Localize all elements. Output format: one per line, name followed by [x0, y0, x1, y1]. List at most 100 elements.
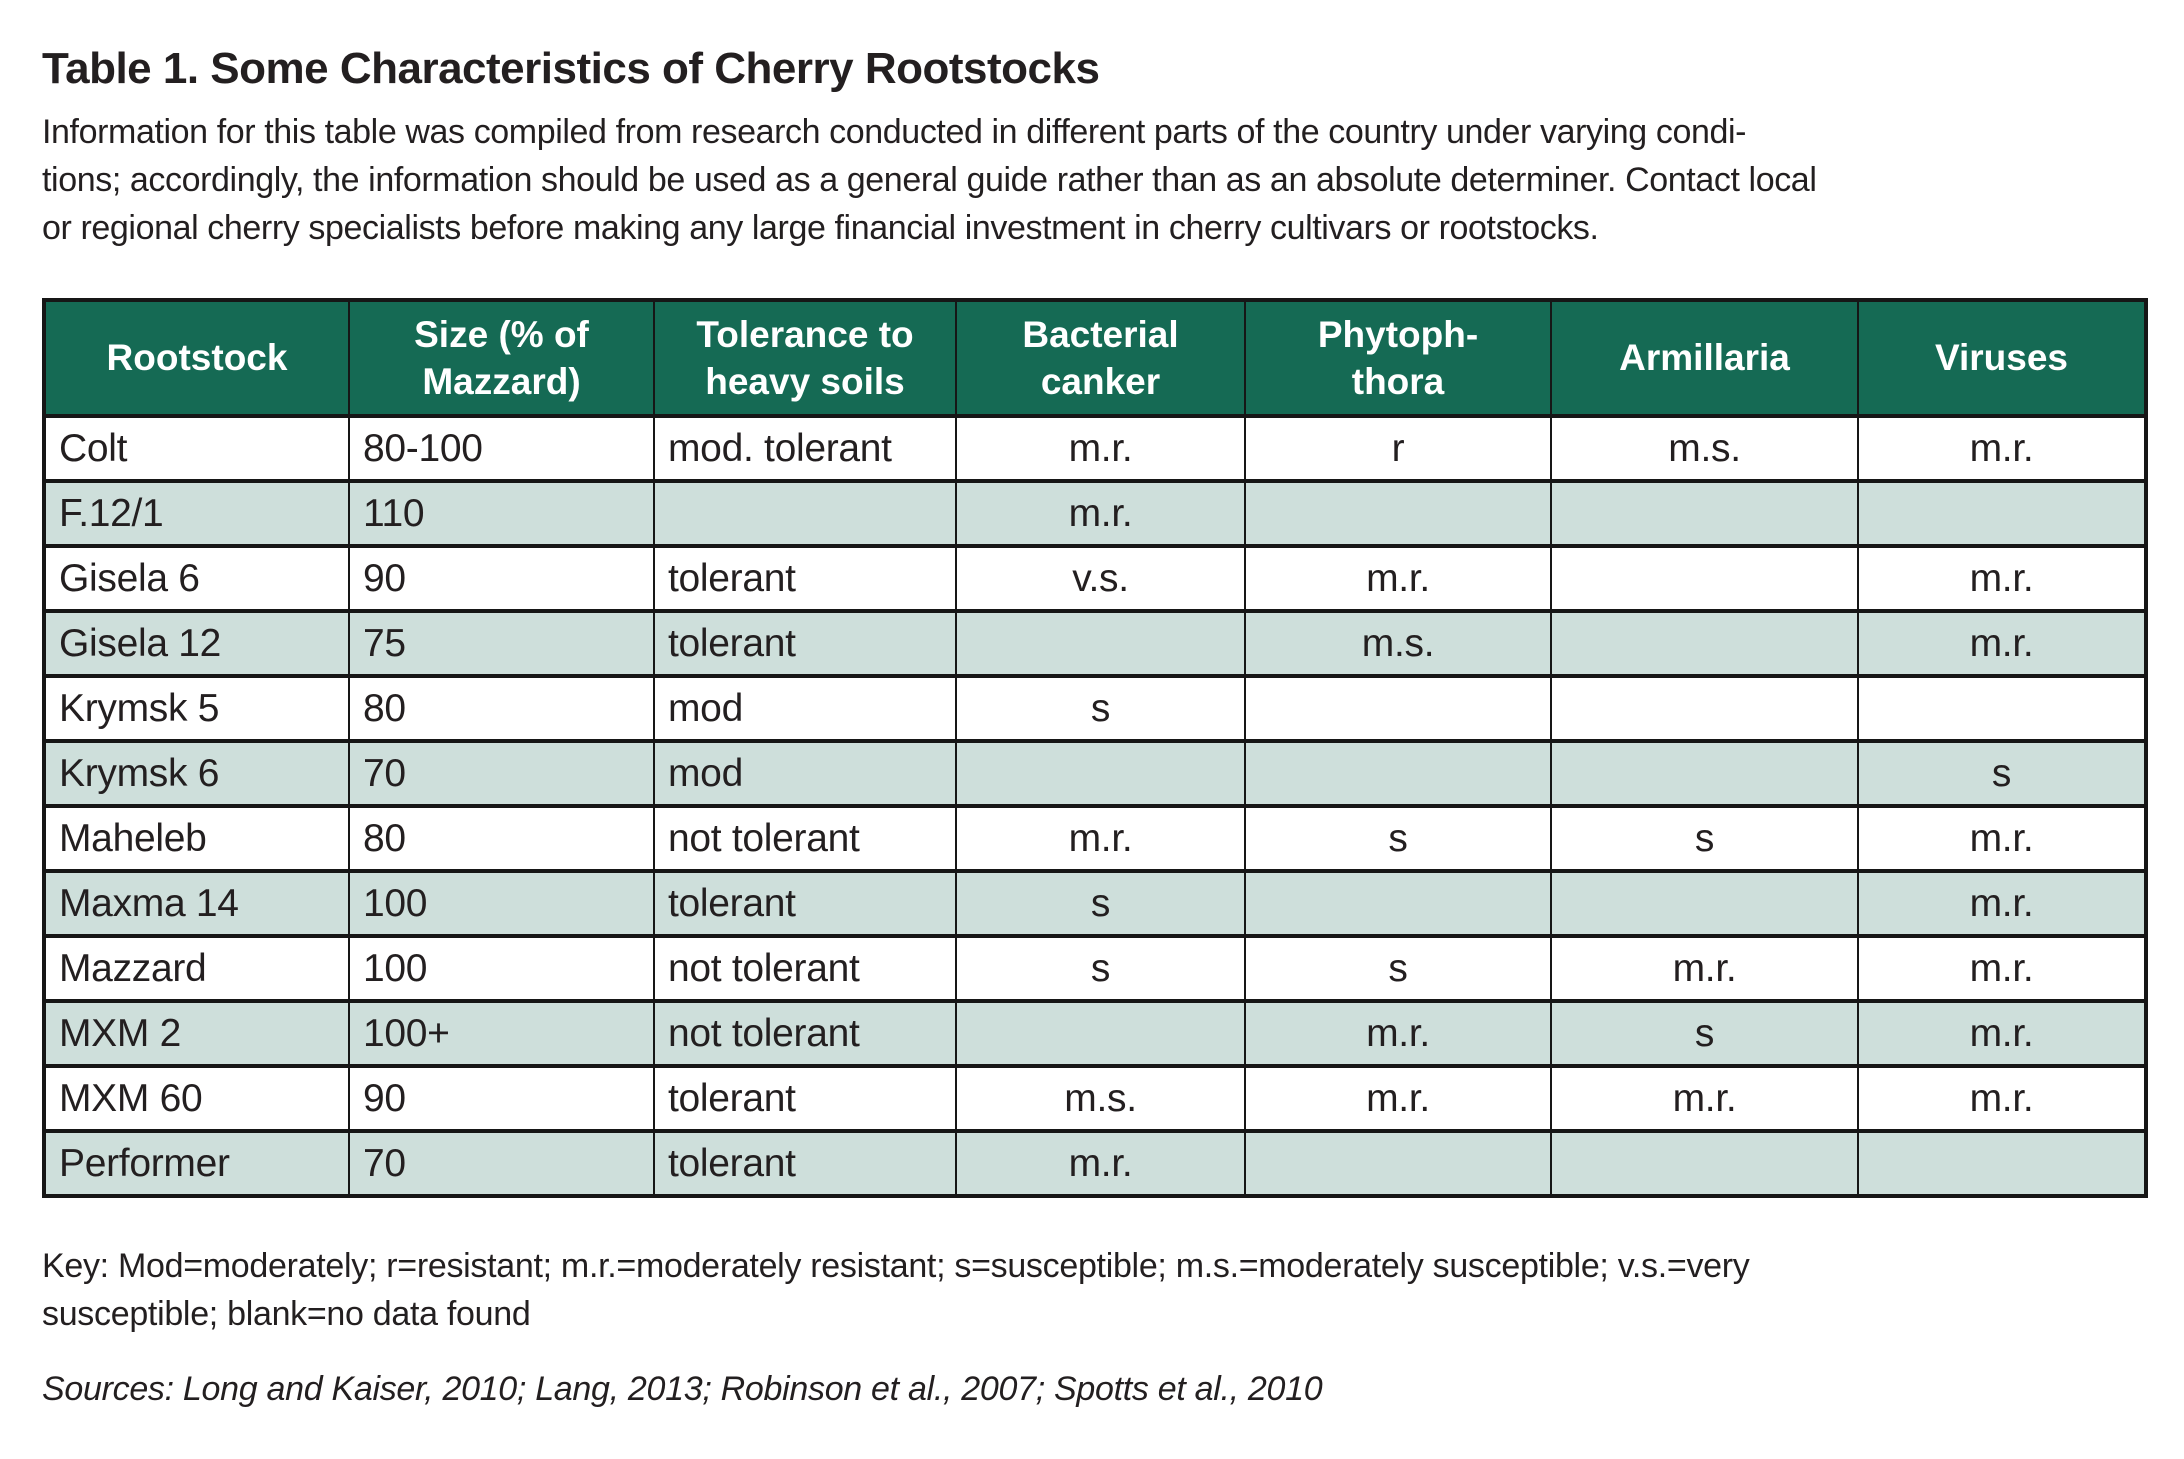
- value-cell: m.r.: [955, 479, 1246, 548]
- value-cell: m.s.: [1244, 609, 1552, 678]
- value-cell: [1550, 479, 1859, 548]
- value-cell: v.s.: [955, 544, 1246, 613]
- value-cell: s: [955, 869, 1246, 938]
- value-cell: m.r.: [1857, 544, 2147, 613]
- column-header: Bacterial canker: [955, 298, 1246, 418]
- value-cell: 70: [348, 739, 655, 808]
- rootstock-cell: Gisela 12: [43, 609, 350, 678]
- value-cell: m.r.: [1857, 869, 2147, 938]
- table-row: F.12/1 110 m.r.: [43, 479, 2147, 548]
- value-cell: m.r.: [1857, 804, 2147, 873]
- rootstock-cell: MXM 60: [43, 1064, 350, 1133]
- value-cell: 100: [348, 869, 655, 938]
- value-cell: not tolerant: [653, 934, 957, 1003]
- value-cell: [1857, 1129, 2147, 1198]
- rootstock-table: Rootstock Size (% of Mazzard) Tolerance to…: [42, 298, 2148, 1198]
- value-cell: s: [1244, 804, 1552, 873]
- value-cell: m.r.: [1857, 1064, 2147, 1133]
- table-row: Gisela 6 90 tolerant v.s. m.r. m.r.: [43, 544, 2147, 613]
- value-cell: s: [1857, 739, 2147, 808]
- table-row: Colt 80-100 mod. tolerant m.r. r m.s. m.r.: [43, 414, 2147, 483]
- table-key: Key: Mod=moderately; r=resistant; m.r.=m…: [42, 1247, 1750, 1333]
- value-cell: [1857, 479, 2147, 548]
- value-cell: 100+: [348, 999, 655, 1068]
- table-title: Table 1. Some Characteristics of Cherry …: [42, 44, 1100, 93]
- value-cell: tolerant: [653, 1129, 957, 1198]
- column-header: Rootstock: [43, 298, 350, 418]
- table-row: Mazzard 100 not tolerant s s m.r. m.r.: [43, 934, 2147, 1003]
- value-cell: m.r.: [1244, 999, 1552, 1068]
- value-cell: m.r.: [1550, 1064, 1859, 1133]
- value-cell: [1244, 739, 1552, 808]
- value-cell: [1244, 869, 1552, 938]
- value-cell: 80: [348, 674, 655, 743]
- table-row: Maheleb 80 not tolerant m.r. s s m.r.: [43, 804, 2147, 873]
- value-cell: [1550, 544, 1859, 613]
- value-cell: m.r.: [1244, 1064, 1552, 1133]
- value-cell: m.r.: [1244, 544, 1552, 613]
- rootstock-cell: F.12/1: [43, 479, 350, 548]
- value-cell: 80: [348, 804, 655, 873]
- value-cell: m.r.: [1857, 999, 2147, 1068]
- value-cell: m.r.: [1550, 934, 1859, 1003]
- value-cell: tolerant: [653, 1064, 957, 1133]
- value-cell: [955, 739, 1246, 808]
- value-cell: m.r.: [1857, 609, 2147, 678]
- value-cell: 90: [348, 544, 655, 613]
- table-row: Krymsk 5 80 mod s: [43, 674, 2147, 743]
- value-cell: 100: [348, 934, 655, 1003]
- value-cell: m.s.: [955, 1064, 1246, 1133]
- value-cell: mod: [653, 674, 957, 743]
- table-header-row: Rootstock Size (% of Mazzard) Tolerance to…: [43, 298, 2147, 418]
- table-row: Maxma 14 100 tolerant s m.r.: [43, 869, 2147, 938]
- table-row: Gisela 12 75 tolerant m.s. m.r.: [43, 609, 2147, 678]
- intro-paragraph: Information for this table was compiled …: [42, 113, 1817, 247]
- rootstock-cell: Performer: [43, 1129, 350, 1198]
- value-cell: r: [1244, 414, 1552, 483]
- value-cell: [1550, 609, 1859, 678]
- rootstock-cell: Gisela 6: [43, 544, 350, 613]
- value-cell: [1550, 739, 1859, 808]
- column-header: Viruses: [1857, 298, 2147, 418]
- table-row: Performer 70 tolerant m.r.: [43, 1129, 2147, 1198]
- table-row: MXM 60 90 tolerant m.s. m.r. m.r. m.r.: [43, 1064, 2147, 1133]
- value-cell: m.r.: [955, 414, 1246, 483]
- value-cell: m.r.: [955, 1129, 1246, 1198]
- rootstock-cell: Maxma 14: [43, 869, 350, 938]
- value-cell: m.r.: [1857, 414, 2147, 483]
- value-cell: m.r.: [1857, 934, 2147, 1003]
- column-header: Tolerance to heavy soils: [653, 298, 957, 418]
- document-page: Table 1. Some Characteristics of Cherry …: [42, 44, 2148, 1408]
- value-cell: 80-100: [348, 414, 655, 483]
- value-cell: s: [955, 934, 1246, 1003]
- value-cell: tolerant: [653, 609, 957, 678]
- value-cell: [1857, 674, 2147, 743]
- value-cell: 110: [348, 479, 655, 548]
- value-cell: mod: [653, 739, 957, 808]
- column-header: Size (% of Mazzard): [348, 298, 655, 418]
- value-cell: 70: [348, 1129, 655, 1198]
- value-cell: m.r.: [955, 804, 1246, 873]
- value-cell: [653, 479, 957, 548]
- rootstock-cell: Krymsk 6: [43, 739, 350, 808]
- value-cell: [955, 609, 1246, 678]
- table-row: MXM 2 100+ not tolerant m.r. s m.r.: [43, 999, 2147, 1068]
- value-cell: [1550, 674, 1859, 743]
- value-cell: tolerant: [653, 544, 957, 613]
- table-sources: Sources: Long and Kaiser, 2010; Lang, 20…: [42, 1370, 1323, 1408]
- value-cell: m.s.: [1550, 414, 1859, 483]
- value-cell: s: [1550, 999, 1859, 1068]
- value-cell: [1244, 1129, 1552, 1198]
- value-cell: 75: [348, 609, 655, 678]
- value-cell: [955, 999, 1246, 1068]
- value-cell: [1244, 479, 1552, 548]
- rootstock-cell: Maheleb: [43, 804, 350, 873]
- column-header: Phytoph- thora: [1244, 298, 1552, 418]
- value-cell: mod. tolerant: [653, 414, 957, 483]
- value-cell: [1244, 674, 1552, 743]
- column-header: Armillaria: [1550, 298, 1859, 418]
- value-cell: 90: [348, 1064, 655, 1133]
- value-cell: s: [1244, 934, 1552, 1003]
- table-row: Krymsk 6 70 mod s: [43, 739, 2147, 808]
- value-cell: [1550, 1129, 1859, 1198]
